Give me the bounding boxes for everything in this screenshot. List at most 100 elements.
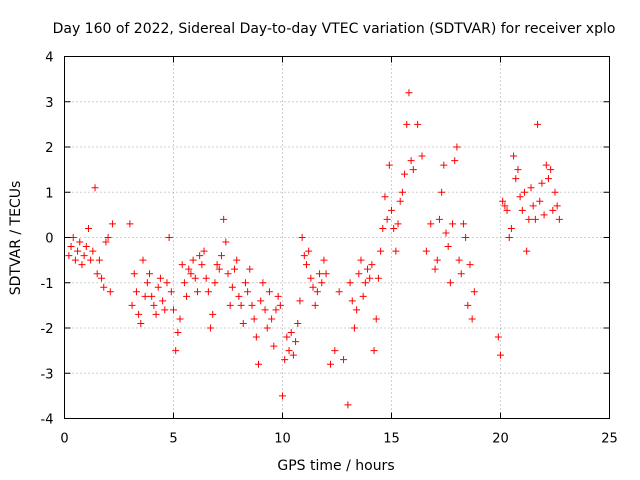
x-tick-label: 15: [383, 432, 400, 447]
data-point: [348, 297, 356, 305]
data-point: [106, 288, 114, 296]
data-point: [84, 224, 92, 232]
x-tick-label: 0: [60, 432, 68, 447]
chart-title: Day 160 of 2022, Sidereal Day-to-day VTE…: [53, 21, 616, 37]
data-point: [307, 274, 315, 282]
data-point: [204, 288, 212, 296]
data-point: [431, 265, 439, 273]
data-point: [165, 234, 173, 241]
data-point: [139, 256, 147, 264]
data-point: [146, 270, 154, 278]
data-point: [510, 152, 518, 160]
data-point: [529, 202, 537, 210]
data-point: [187, 270, 195, 278]
data-point: [433, 256, 441, 264]
data-point: [344, 401, 352, 409]
data-point: [82, 243, 90, 251]
x-tick-label: 20: [492, 432, 509, 447]
data-point: [274, 292, 282, 300]
data-point: [237, 301, 245, 309]
data-point: [438, 188, 446, 196]
data-point: [547, 166, 555, 174]
data-point: [398, 188, 406, 196]
data-point: [283, 333, 291, 341]
data-point: [501, 202, 509, 210]
data-point: [350, 324, 358, 332]
data-point: [355, 270, 363, 278]
data-point: [462, 234, 470, 241]
data-point: [80, 252, 88, 260]
data-point: [189, 256, 197, 264]
y-tick-label: 0: [45, 232, 53, 247]
data-point: [335, 288, 343, 296]
data-point: [555, 215, 563, 223]
data-point: [265, 288, 273, 296]
data-point: [170, 306, 177, 314]
data-point: [220, 215, 228, 223]
data-point: [503, 206, 511, 214]
data-point: [442, 229, 450, 237]
data-point: [453, 143, 461, 151]
data-point: [231, 265, 239, 273]
data-point: [374, 274, 382, 282]
data-point: [130, 270, 138, 278]
data-point: [536, 197, 544, 205]
y-tick-label: 2: [45, 141, 53, 156]
data-point: [246, 265, 254, 273]
data-point: [455, 256, 463, 264]
data-point: [248, 301, 256, 309]
data-point: [268, 315, 276, 323]
data-point: [270, 342, 278, 350]
data-point: [250, 315, 258, 323]
y-tick-label: -2: [41, 322, 54, 337]
data-point: [180, 279, 188, 287]
data-point: [296, 297, 304, 305]
data-point: [74, 247, 82, 255]
data-point: [551, 188, 559, 196]
data-point: [196, 252, 204, 260]
data-point: [69, 234, 77, 241]
y-tick-label: 4: [45, 51, 53, 66]
data-point: [281, 356, 289, 364]
data-point: [132, 288, 140, 296]
data-point: [148, 292, 156, 300]
data-point: [331, 347, 339, 355]
data-point: [207, 324, 215, 332]
data-point: [191, 274, 199, 282]
data-point: [427, 220, 435, 228]
data-point: [261, 306, 269, 314]
data-point: [285, 347, 293, 355]
data-point: [505, 234, 513, 241]
data-point: [390, 224, 398, 232]
data-point: [178, 261, 186, 269]
data-point: [76, 238, 84, 246]
data-point: [422, 247, 430, 255]
x-tick-labels: 0 5 10 15 20 25: [60, 432, 617, 447]
data-point: [108, 220, 116, 228]
data-point: [244, 288, 252, 296]
data-point: [93, 270, 101, 278]
y-axis-label: SDTVAR / TECUs: [8, 181, 24, 296]
data-point: [383, 215, 391, 223]
data-point: [407, 157, 415, 165]
data-point: [497, 351, 504, 359]
data-point: [451, 157, 459, 165]
data-point: [252, 333, 260, 341]
data-point: [405, 89, 413, 97]
x-tick-label: 10: [274, 432, 291, 447]
data-point: [183, 292, 191, 300]
data-point: [156, 274, 164, 282]
data-point: [464, 301, 472, 309]
data-point: [257, 297, 265, 305]
data-point: [298, 234, 306, 241]
data-point: [135, 310, 143, 318]
y-tick-labels: -4 -3 -2 -1 0 1 2 3 4: [41, 51, 54, 428]
data-point: [534, 120, 542, 128]
data-point: [318, 279, 326, 287]
data-point: [494, 333, 502, 341]
data-point: [353, 306, 361, 314]
y-tick-label: -4: [41, 413, 54, 428]
data-point: [300, 252, 308, 260]
data-point: [239, 319, 247, 327]
